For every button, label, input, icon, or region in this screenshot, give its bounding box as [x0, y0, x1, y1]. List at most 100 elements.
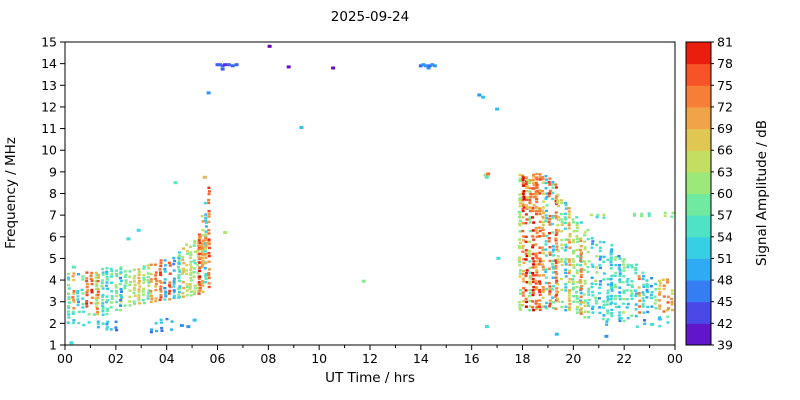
data-point: [583, 246, 587, 249]
data-point: [518, 201, 522, 205]
data-point: [560, 201, 564, 205]
data-point: [204, 275, 208, 278]
data-point: [119, 267, 123, 271]
data-point: [556, 255, 560, 258]
data-point: [646, 310, 650, 314]
data-point: [554, 200, 558, 203]
data-point: [545, 195, 549, 199]
data-point: [642, 285, 646, 288]
data-point: [524, 240, 528, 243]
data-point: [163, 287, 167, 290]
data-point: [85, 277, 89, 280]
data-point: [567, 238, 571, 241]
data-point: [181, 295, 185, 298]
data-point: [207, 252, 211, 255]
data-point: [662, 295, 666, 298]
data-point: [120, 290, 123, 293]
data-point: [556, 224, 560, 227]
data-point: [126, 237, 131, 241]
data-point: [538, 288, 541, 292]
data-point: [154, 285, 158, 288]
data-point: [609, 258, 613, 261]
data-point: [97, 276, 100, 279]
data-point: [602, 241, 606, 244]
data-point: [605, 303, 609, 306]
data-point: [544, 240, 548, 243]
data-point: [538, 235, 542, 238]
data-point: [625, 289, 629, 292]
data-point: [567, 260, 571, 263]
data-point: [170, 328, 173, 331]
data-point: [128, 295, 132, 299]
data-point: [535, 183, 539, 187]
data-point: [101, 299, 105, 302]
data-point: [168, 264, 172, 267]
data-point: [525, 190, 529, 193]
data-point: [532, 286, 536, 289]
data-point: [168, 281, 172, 284]
data-point: [595, 255, 599, 258]
data-point: [531, 280, 535, 284]
data-point: [522, 258, 526, 261]
data-point: [571, 263, 575, 267]
data-point: [115, 289, 118, 293]
data-point: [521, 209, 525, 213]
data-point: [215, 63, 220, 67]
data-point: [192, 275, 196, 278]
data-point: [541, 181, 545, 184]
data-point: [642, 299, 646, 303]
data-point: [559, 277, 563, 281]
data-point: [528, 292, 532, 295]
data-point: [427, 64, 432, 68]
data-point: [421, 63, 426, 67]
data-point: [541, 288, 545, 291]
data-point: [178, 287, 182, 290]
data-point: [544, 197, 548, 200]
data-point: [114, 326, 118, 329]
data-point: [534, 263, 538, 266]
data-point: [521, 277, 525, 280]
data-point: [525, 198, 529, 201]
data-point: [198, 289, 202, 292]
data-point: [159, 285, 163, 288]
data-point: [106, 320, 110, 323]
data-point: [128, 289, 132, 292]
data-point: [534, 288, 538, 291]
data-point: [554, 186, 558, 189]
data-point: [547, 281, 551, 285]
data-point: [579, 275, 583, 279]
data-point: [95, 299, 99, 302]
data-point: [495, 107, 500, 111]
data-point: [575, 291, 578, 294]
data-point: [583, 248, 587, 251]
data-point: [579, 287, 583, 291]
data-point: [96, 290, 100, 293]
data-point: [71, 321, 75, 325]
data-point: [193, 239, 197, 243]
data-point: [159, 281, 163, 285]
data-point: [138, 279, 141, 283]
data-point: [646, 305, 650, 309]
data-point: [110, 295, 114, 298]
data-point: [650, 296, 653, 300]
data-point: [538, 220, 542, 223]
data-point: [132, 291, 136, 295]
data-point: [567, 297, 571, 300]
data-point: [85, 279, 89, 283]
data-point: [598, 286, 602, 290]
data-point: [602, 272, 606, 275]
x-tick-label: 14: [413, 351, 429, 366]
data-point: [630, 292, 634, 295]
data-point: [590, 282, 594, 285]
data-point: [579, 312, 583, 315]
data-point: [568, 232, 572, 236]
data-point: [621, 281, 625, 284]
data-point: [164, 290, 168, 293]
data-point: [579, 221, 583, 224]
data-point: [645, 288, 649, 292]
data-point: [597, 297, 601, 300]
data-point: [613, 258, 617, 261]
data-point: [554, 237, 558, 240]
data-point: [207, 209, 211, 213]
data-point: [563, 221, 567, 225]
